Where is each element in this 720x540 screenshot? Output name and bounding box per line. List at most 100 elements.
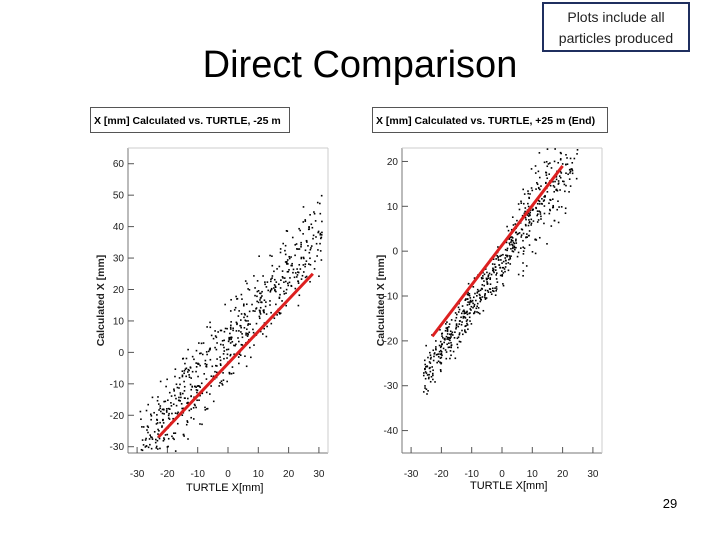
scatter-point xyxy=(507,269,510,272)
scatter-point xyxy=(181,407,183,410)
scatter-point xyxy=(144,446,147,448)
scatter-point xyxy=(450,344,453,347)
scatter-point xyxy=(286,230,289,232)
scatter-point xyxy=(499,274,502,277)
scatter-point xyxy=(466,304,469,306)
scatter-point xyxy=(432,349,435,352)
scatter-point xyxy=(269,290,272,293)
scatter-point xyxy=(223,346,225,349)
scatter-point xyxy=(425,372,428,374)
scatter-point xyxy=(282,242,285,245)
scatter-point xyxy=(285,261,288,264)
scatter-point xyxy=(179,383,181,386)
scatter-point xyxy=(448,342,450,345)
scatter-point xyxy=(244,355,246,358)
scatter-point xyxy=(522,250,525,252)
scatter-point xyxy=(540,202,543,205)
scatter-point xyxy=(489,283,492,285)
scatter-point xyxy=(163,437,165,439)
scatter-point xyxy=(464,325,467,328)
scatter-point xyxy=(320,259,323,261)
scatter-point xyxy=(510,239,513,242)
scatter-point xyxy=(204,362,207,365)
scatter-point xyxy=(315,242,318,245)
scatter-point xyxy=(493,290,495,293)
scatter-point xyxy=(234,344,236,347)
scatter-point xyxy=(200,342,203,345)
x-tick-label: 0 xyxy=(225,469,231,480)
scatter-point xyxy=(564,212,567,215)
scatter-point xyxy=(501,274,504,276)
scatter-point xyxy=(536,202,539,205)
scatter-point xyxy=(297,282,300,284)
scatter-point xyxy=(460,316,462,319)
scatter-point xyxy=(230,321,232,323)
scatter-point xyxy=(493,271,495,274)
scatter-point xyxy=(174,412,177,414)
scatter-point xyxy=(275,290,277,293)
scatter-point xyxy=(196,391,198,394)
scatter-point xyxy=(150,415,153,417)
scatter-point xyxy=(187,438,189,440)
scatter-point xyxy=(218,385,220,387)
scatter-point xyxy=(439,340,442,343)
scatter-point xyxy=(298,263,301,266)
scatter-point xyxy=(446,333,449,335)
scatter-point xyxy=(428,367,431,370)
scatter-point xyxy=(528,244,531,246)
scatter-point xyxy=(512,224,515,226)
scatter-point xyxy=(259,292,261,295)
scatter-point xyxy=(163,438,166,441)
scatter-point xyxy=(526,236,528,239)
scatter-point xyxy=(212,400,215,403)
scatter-point xyxy=(510,238,513,241)
scatter-point xyxy=(478,312,481,315)
scatter-point xyxy=(522,253,525,255)
scatter-point xyxy=(260,301,262,304)
scatter-point xyxy=(226,357,228,359)
scatter-point xyxy=(538,200,541,203)
scatter-point xyxy=(237,356,240,358)
scatter-point xyxy=(285,292,287,294)
scatter-point xyxy=(564,190,566,193)
scatter-point xyxy=(214,330,216,332)
scatter-point xyxy=(299,268,302,270)
scatter-point xyxy=(545,174,548,176)
scatter-point xyxy=(527,202,529,205)
scatter-point xyxy=(258,317,261,320)
scatter-point xyxy=(528,221,531,223)
scatter-point xyxy=(247,320,249,322)
scatter-point xyxy=(454,331,456,334)
scatter-point xyxy=(425,344,427,347)
scatter-point xyxy=(459,341,462,343)
scatter-point xyxy=(253,275,255,277)
scatter-point xyxy=(306,241,308,243)
scatter-point xyxy=(319,202,321,205)
left-chart-title: X [mm] Calculated vs. TURTLE, -25 m xyxy=(90,107,290,133)
scatter-point xyxy=(536,210,539,212)
scatter-point xyxy=(479,300,482,303)
scatter-point xyxy=(313,211,315,213)
scatter-point xyxy=(274,285,277,288)
scatter-point xyxy=(527,215,530,217)
y-tick-label: -40 xyxy=(384,426,399,437)
scatter-point xyxy=(456,343,459,346)
scatter-point xyxy=(530,168,533,170)
scatter-point xyxy=(289,277,291,279)
scatter-point xyxy=(449,350,452,352)
scatter-point xyxy=(185,375,188,378)
scatter-point xyxy=(575,177,578,180)
scatter-point xyxy=(209,393,211,395)
scatter-point xyxy=(223,350,226,352)
y-axis-label: Calculated X [mm] xyxy=(95,255,107,347)
scatter-point xyxy=(259,297,262,299)
scatter-point xyxy=(494,266,497,268)
scatter-point xyxy=(499,255,501,258)
scatter-point xyxy=(470,309,472,311)
scatter-point xyxy=(560,172,563,174)
scatter-point xyxy=(249,346,251,349)
scatter-point xyxy=(450,333,453,335)
scatter-point xyxy=(288,268,290,271)
scatter-point xyxy=(487,277,490,279)
scatter-point xyxy=(448,346,451,348)
